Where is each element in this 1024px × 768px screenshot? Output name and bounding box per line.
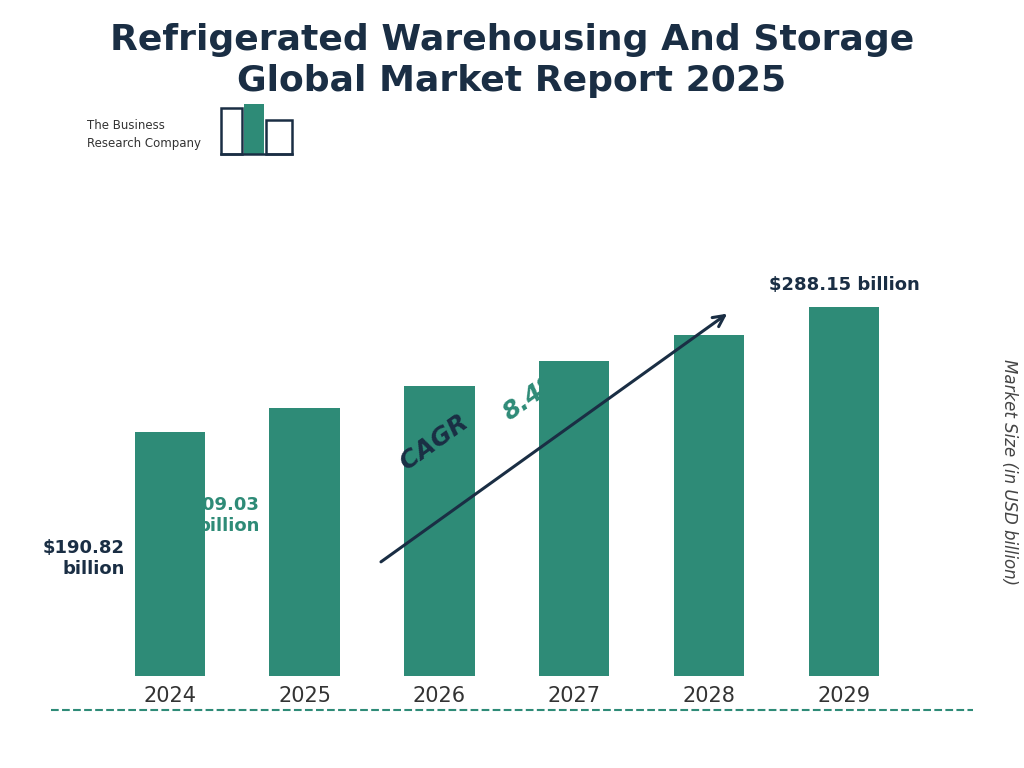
- Bar: [221, 108, 242, 154]
- Text: 8.4%: 8.4%: [499, 365, 569, 425]
- Bar: [134, 432, 205, 676]
- Text: $209.03
billion: $209.03 billion: [178, 496, 260, 535]
- Text: Refrigerated Warehousing And Storage
Global Market Report 2025: Refrigerated Warehousing And Storage Glo…: [110, 23, 914, 98]
- Bar: [266, 121, 292, 154]
- Bar: [404, 386, 474, 676]
- Bar: [245, 104, 264, 154]
- Bar: [674, 335, 744, 676]
- Text: The Business
Research Company: The Business Research Company: [87, 119, 201, 150]
- Text: Market Size (in USD billion): Market Size (in USD billion): [999, 359, 1018, 585]
- Text: $288.15 billion: $288.15 billion: [769, 276, 920, 294]
- Bar: [540, 362, 609, 676]
- Bar: [269, 409, 340, 676]
- Text: CAGR: CAGR: [396, 406, 480, 475]
- Bar: [809, 307, 880, 676]
- Text: $190.82
billion: $190.82 billion: [43, 539, 125, 578]
